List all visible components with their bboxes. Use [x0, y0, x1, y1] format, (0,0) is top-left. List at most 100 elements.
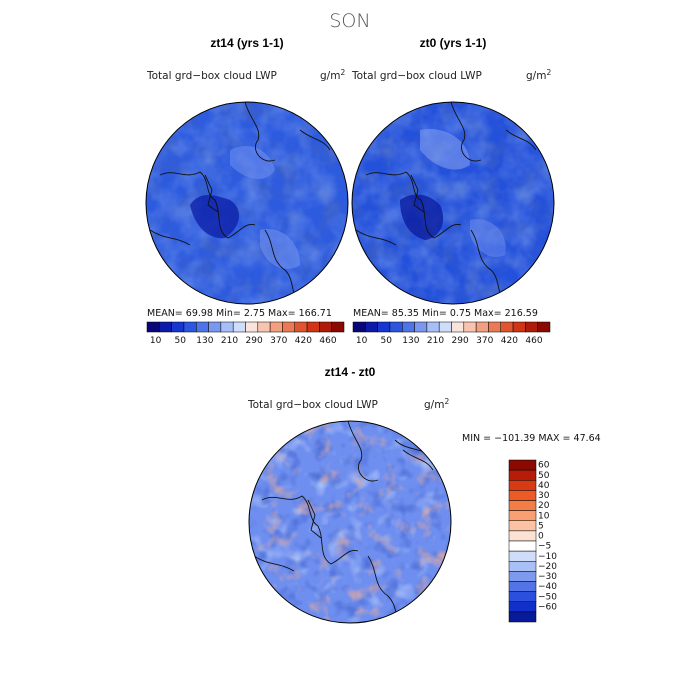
colorbar-swatch [508, 520, 537, 532]
stats-text: MEAN= 69.98 Min= 2.75 Max= 166.71 [147, 308, 332, 319]
colorbar-tick-label: −40 [538, 582, 557, 592]
colorbar-swatch [508, 550, 537, 562]
colorbar-swatch [171, 321, 185, 333]
colorbar-swatch [500, 321, 514, 333]
colorbar-swatch [508, 591, 537, 602]
colorbar-swatch [508, 510, 537, 521]
colorbar-tick-label: −30 [538, 572, 557, 582]
colorbar-tick-label: 50 [381, 336, 393, 346]
stats-text: MEAN= 85.35 Min= 0.75 Max= 216.59 [353, 308, 538, 319]
colorbar-swatch [508, 500, 537, 511]
colorbar-swatch [245, 321, 259, 333]
colorbar-tick-label: 130 [196, 336, 213, 346]
stats-text: MIN = −101.39 MAX = 47.64 [462, 433, 601, 444]
colorbar-swatch [377, 321, 391, 333]
colorbar-swatch [463, 321, 477, 333]
colorbar-tick-label: 420 [501, 336, 518, 346]
panel-zt0: zt0 (yrs 1-1) Total grd−box cloud LWP g/… [351, 36, 555, 346]
colorbar-swatch [451, 321, 465, 333]
map-boundary [351, 101, 555, 305]
colorbar-tick-label: 20 [538, 501, 550, 511]
colorbar: 10 50 130 210 290 370 420 460 [146, 321, 345, 346]
colorbar-swatch [438, 321, 452, 333]
colorbar-tick-label: −5 [538, 542, 551, 552]
colorbar-swatch [159, 321, 172, 333]
colorbar-tick-label: 210 [427, 336, 444, 346]
map-field [146, 102, 348, 304]
colorbar-tick-label: 10 [356, 336, 368, 346]
colorbar-swatch [508, 581, 537, 592]
colorbar-swatch [319, 321, 332, 333]
colorbar-swatch [508, 469, 537, 481]
colorbar-swatch [426, 321, 440, 333]
colorbar-swatch [512, 321, 526, 333]
colorbar-swatch [508, 530, 537, 542]
colorbar-swatch [508, 601, 537, 613]
map-field [249, 421, 451, 623]
colorbar-tick-label: 130 [402, 336, 419, 346]
units-label: g/m2 [424, 397, 449, 411]
variable-label: Total grd−box cloud LWP [247, 399, 378, 411]
panel-zt14: zt14 (yrs 1-1) Total grd−box cloud LWP g… [145, 36, 349, 346]
variable-label: Total grd−box cloud LWP [146, 70, 277, 82]
colorbar-tick-label: 290 [246, 336, 263, 346]
colorbar-tick-label: 370 [270, 336, 287, 346]
colorbar-swatch [365, 321, 378, 333]
colorbar-swatch [208, 321, 222, 333]
colorbar-swatch [282, 321, 295, 333]
colorbar-swatch [232, 321, 246, 333]
colorbar-swatch [146, 321, 160, 333]
colorbar-swatch [508, 561, 537, 572]
figure-title: SON [329, 10, 370, 32]
colorbar-tick-label: −60 [538, 602, 557, 612]
coastlines [355, 102, 537, 303]
colorbar-swatch [525, 321, 538, 333]
colorbar-swatch [488, 321, 501, 333]
colorbar-swatch [294, 321, 308, 333]
colorbar-tick-label: −20 [538, 562, 557, 572]
colorbar-tick-label: 210 [221, 336, 238, 346]
colorbar-swatch [508, 490, 537, 501]
colorbar-tick-label: 10 [150, 336, 162, 346]
colorbar-tick-label: 10 [538, 511, 550, 521]
colorbar-tick-label: 0 [538, 532, 544, 542]
colorbar-swatch [183, 321, 197, 333]
colorbar-tick-label: −10 [538, 552, 557, 562]
colorbar-swatch [220, 321, 234, 333]
map-boundary [248, 420, 452, 624]
panel-title: zt14 (yrs 1-1) [210, 36, 283, 50]
colorbar: 10 50 130 210 290 370 420 460 [352, 321, 551, 346]
colorbar-swatch [306, 321, 320, 333]
coastlines [253, 421, 434, 623]
map-field [352, 102, 554, 304]
colorbar-tick-label: 40 [538, 481, 550, 491]
colorbar-swatch [257, 321, 271, 333]
colorbar-swatch [508, 540, 537, 552]
colorbar-tick-label: 290 [452, 336, 469, 346]
colorbar-swatch [508, 571, 537, 582]
colorbar-tick-label: 50 [538, 471, 550, 481]
colorbar-swatch [414, 321, 428, 333]
panel-title: zt14 - zt0 [325, 365, 376, 379]
colorbar-swatch [196, 321, 209, 333]
colorbar-tick-label: 60 [538, 461, 550, 471]
units-label: g/m2 [320, 68, 345, 82]
panel-difference: zt14 - zt0 Total grd−box cloud LWP g/m2 … [247, 365, 601, 624]
colorbar-swatch [402, 321, 415, 333]
colorbar-tick-label: −50 [538, 592, 557, 602]
colorbar-tick-label: 50 [175, 336, 187, 346]
colorbar-tick-label: 460 [319, 336, 336, 346]
colorbar-swatch [475, 321, 489, 333]
units-label: g/m2 [526, 68, 551, 82]
colorbar-swatch [537, 321, 551, 333]
colorbar-swatch [389, 321, 403, 333]
colorbar-tick-label: 370 [476, 336, 493, 346]
map-boundary [145, 101, 349, 305]
panel-title: zt0 (yrs 1-1) [420, 36, 487, 50]
colorbar-swatch [508, 480, 537, 491]
colorbar-swatch [331, 321, 345, 333]
coastlines [149, 102, 331, 303]
colorbar-swatch [508, 459, 537, 471]
